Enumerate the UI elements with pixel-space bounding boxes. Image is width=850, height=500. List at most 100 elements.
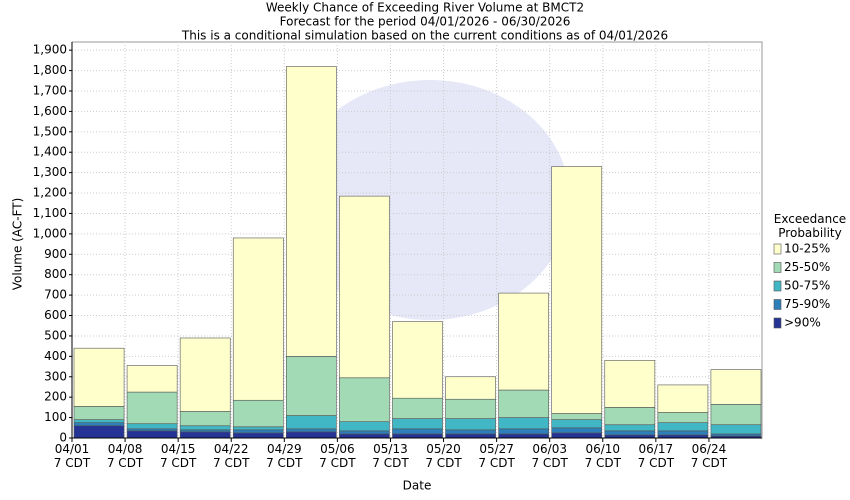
bar-segment bbox=[286, 66, 337, 357]
bar-segment bbox=[498, 428, 549, 435]
bar-segment bbox=[286, 428, 337, 433]
legend-label: >90% bbox=[784, 316, 821, 330]
bar-segment bbox=[710, 433, 762, 437]
y-tick-label: 1,700 bbox=[33, 83, 67, 97]
bar-segment bbox=[445, 376, 496, 400]
bar-segment bbox=[657, 430, 709, 436]
y-tick-label: 1,300 bbox=[33, 165, 67, 179]
bar-segment bbox=[126, 430, 178, 439]
y-tick-label: 1,400 bbox=[33, 145, 67, 159]
legend-swatch bbox=[773, 280, 782, 292]
x-tick-label: 06/17 7 CDT bbox=[637, 442, 675, 470]
bar-segment bbox=[551, 413, 603, 420]
y-axis-label: Volume (AC-FT) bbox=[11, 198, 25, 291]
y-tick-label: 1,500 bbox=[33, 124, 67, 138]
y-tick-label: 800 bbox=[44, 267, 67, 281]
bar-segment bbox=[286, 431, 337, 439]
y-tick-label: 0 bbox=[59, 431, 67, 445]
y-tick-label: 1,200 bbox=[33, 186, 67, 200]
bar-segment bbox=[73, 422, 125, 427]
bar-segment bbox=[339, 195, 390, 379]
bar-segment bbox=[498, 417, 549, 430]
bar-segment bbox=[551, 427, 603, 434]
bar-segment bbox=[232, 237, 284, 401]
x-tick-label: 06/10 7 CDT bbox=[584, 442, 621, 470]
bar-segment bbox=[232, 432, 284, 439]
bar-segment bbox=[339, 433, 390, 439]
bar-segment bbox=[445, 398, 496, 419]
bar-segment bbox=[392, 433, 443, 439]
bar-segment bbox=[73, 425, 125, 439]
bar-segment bbox=[286, 356, 337, 416]
bar-segment bbox=[604, 424, 656, 432]
y-tick-label: 1,600 bbox=[33, 104, 67, 118]
bar-segment bbox=[657, 412, 709, 423]
bar-segment bbox=[126, 365, 178, 393]
bar-segment bbox=[710, 369, 762, 405]
bar-segment bbox=[710, 424, 762, 435]
bar-segment bbox=[445, 429, 496, 435]
legend-label: 10-25% bbox=[784, 242, 830, 256]
x-tick-label: 04/29 7 CDT bbox=[266, 442, 303, 470]
bar-segment bbox=[604, 407, 656, 426]
bar-segment bbox=[73, 347, 125, 407]
bar-segment bbox=[73, 406, 125, 420]
bar-segment bbox=[126, 428, 178, 432]
bar-segment bbox=[445, 433, 496, 439]
legend-swatch bbox=[773, 299, 782, 310]
bar-segment bbox=[657, 422, 709, 432]
legend-label: 50-75% bbox=[784, 279, 830, 293]
y-tick-label: 100 bbox=[44, 410, 67, 424]
bar-segment bbox=[392, 418, 443, 430]
bar-segment bbox=[392, 397, 443, 419]
y-tick-label: 700 bbox=[44, 288, 67, 302]
bar-segment bbox=[179, 337, 231, 412]
bar-segment bbox=[179, 411, 231, 427]
bar-segment bbox=[126, 391, 178, 425]
bar-segment bbox=[445, 418, 496, 431]
y-tick-label: 1,800 bbox=[33, 63, 67, 77]
x-tick-label: 05/20 7 CDT bbox=[425, 442, 462, 470]
bar-segment bbox=[604, 430, 656, 436]
bar-segment bbox=[339, 377, 390, 422]
y-tick-label: 1,100 bbox=[33, 206, 67, 220]
x-tick-label: 05/06 7 CDT bbox=[319, 442, 356, 470]
bar-segment bbox=[179, 431, 231, 439]
y-tick-label: 500 bbox=[44, 328, 67, 342]
x-tick-label: 04/15 7 CDT bbox=[159, 442, 197, 470]
chart-title: Weekly Chance of Exceeding River Volume … bbox=[266, 1, 584, 15]
legend-swatch bbox=[773, 317, 782, 329]
x-tick-label: 04/08 7 CDT bbox=[106, 442, 144, 470]
x-axis-label: Date bbox=[403, 479, 432, 493]
bar-segment bbox=[232, 399, 284, 428]
bar-segment bbox=[392, 428, 443, 435]
bar-segment bbox=[498, 389, 549, 418]
bar-segment bbox=[179, 429, 231, 433]
chart-subtitle: Forecast for the period 04/01/2026 - 06/… bbox=[280, 15, 571, 29]
x-tick-label: 04/01 7 CDT bbox=[53, 442, 91, 470]
x-tick-label: 04/22 7 CDT bbox=[213, 442, 250, 470]
y-tick-label: 300 bbox=[44, 369, 67, 383]
bar-segment bbox=[286, 415, 337, 430]
legend-swatch bbox=[773, 262, 782, 273]
bar-segment bbox=[551, 166, 603, 414]
y-tick-label: 600 bbox=[44, 308, 67, 322]
bar-segment bbox=[392, 321, 443, 399]
bar-segment bbox=[339, 430, 390, 435]
bar-segment bbox=[126, 423, 178, 430]
bar-segment bbox=[179, 425, 231, 431]
y-tick-label: 1,000 bbox=[33, 226, 67, 240]
bar-segment bbox=[710, 404, 762, 426]
y-tick-label: 200 bbox=[44, 390, 67, 404]
bar-segment bbox=[657, 384, 709, 413]
legend-label: 75-90% bbox=[784, 297, 830, 311]
bar-segment bbox=[551, 432, 603, 439]
bar-segment bbox=[551, 419, 603, 429]
legend-swatch bbox=[773, 243, 782, 255]
legend-label: 25-50% bbox=[784, 260, 830, 274]
x-tick-label: 05/13 7 CDT bbox=[372, 442, 409, 470]
bar-segment bbox=[498, 433, 549, 439]
bar-segment bbox=[232, 426, 284, 431]
bar-segment bbox=[73, 419, 125, 423]
